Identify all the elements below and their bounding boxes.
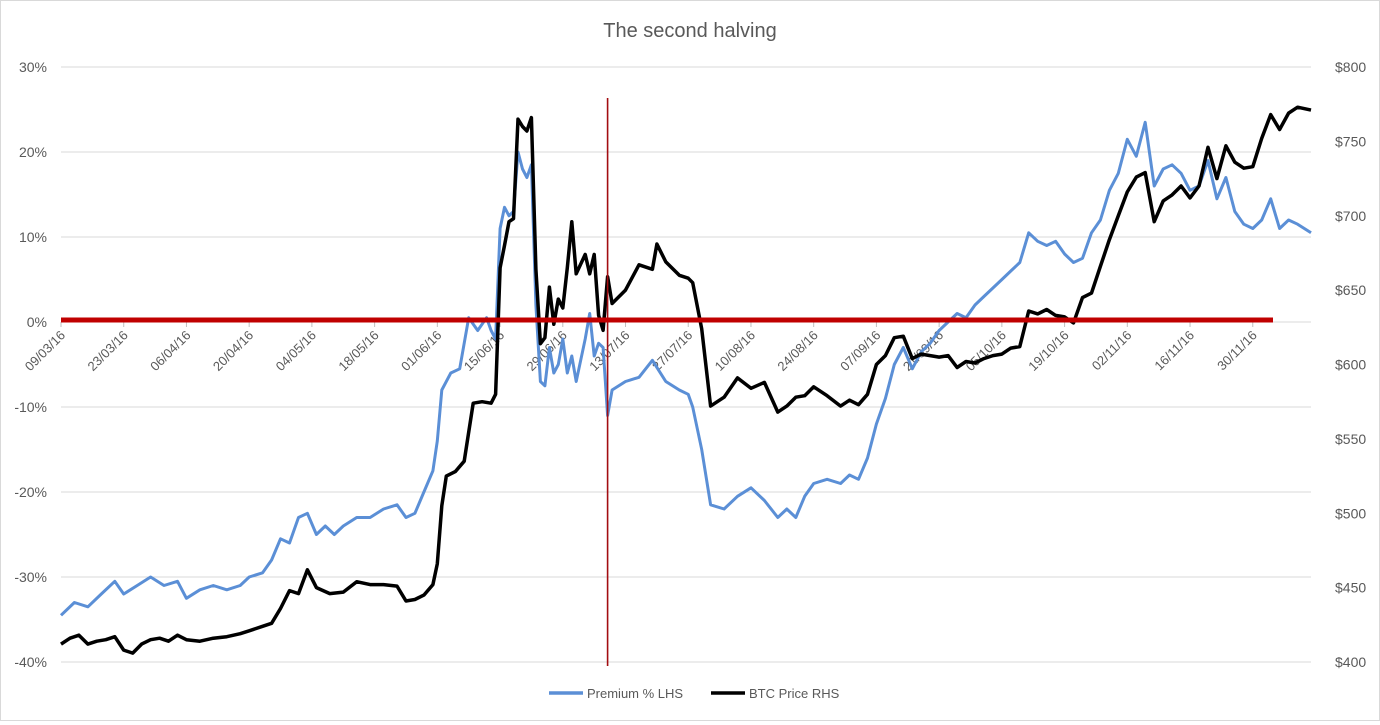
x-tick-label: 04/05/16 xyxy=(273,328,319,374)
left-axis-ticks: 30% 20% 10% 0% -10% -20% -30% -40% xyxy=(14,59,47,670)
right-tick-label: $650 xyxy=(1335,282,1366,298)
legend-label-0: Premium % LHS xyxy=(587,686,683,701)
right-tick-label: $500 xyxy=(1335,505,1366,521)
left-tick-label: -30% xyxy=(14,569,47,585)
left-tick-label: -10% xyxy=(14,399,47,415)
left-tick-label: 20% xyxy=(19,144,47,160)
right-tick-label: $450 xyxy=(1335,580,1366,596)
left-tick-label: -40% xyxy=(14,654,47,670)
x-tick-label: 20/04/16 xyxy=(210,328,256,374)
left-tick-label: 0% xyxy=(27,314,47,330)
series-line-1 xyxy=(60,105,1312,655)
x-tick-label: 09/03/16 xyxy=(22,328,68,374)
x-tick-label: 10/08/16 xyxy=(712,328,758,374)
left-tick-label: 10% xyxy=(19,229,47,245)
series-layer xyxy=(59,105,1312,655)
right-tick-label: $400 xyxy=(1335,654,1366,670)
x-tick-label: 16/11/16 xyxy=(1151,328,1197,374)
right-tick-label: $600 xyxy=(1335,357,1366,373)
x-tick-label: 05/10/16 xyxy=(963,328,1009,374)
series-line-0 xyxy=(59,120,1312,617)
x-tick-label: 18/05/16 xyxy=(335,328,381,374)
right-axis-ticks: $800 $750 $700 $650 $600 $550 $500 $450 $400 xyxy=(1335,59,1366,670)
x-tick-label: 30/11/16 xyxy=(1214,328,1260,374)
legend: Premium % LHS BTC Price RHS xyxy=(549,686,840,701)
left-tick-label: 30% xyxy=(19,59,47,75)
x-tick-label: 15/06/16 xyxy=(461,328,507,374)
legend-label-1: BTC Price RHS xyxy=(749,686,840,701)
right-tick-label: $550 xyxy=(1335,431,1366,447)
reference-lines xyxy=(61,98,1273,666)
x-tick-label: 19/10/16 xyxy=(1025,328,1071,374)
right-tick-label: $800 xyxy=(1335,59,1366,75)
x-tick-label: 24/08/16 xyxy=(774,328,820,374)
x-tick-label: 02/11/16 xyxy=(1089,328,1135,374)
x-tick-label: 06/04/16 xyxy=(147,328,193,374)
x-axis-ticks: 09/03/16 23/03/16 06/04/16 20/04/16 04/05/16… xyxy=(22,322,1260,374)
chart-title: The second halving xyxy=(603,20,776,42)
right-tick-label: $750 xyxy=(1335,133,1366,149)
x-tick-label: 23/03/16 xyxy=(84,328,130,374)
left-tick-label: -20% xyxy=(14,484,47,500)
right-tick-label: $700 xyxy=(1335,208,1366,224)
x-tick-label: 01/06/16 xyxy=(398,328,444,374)
